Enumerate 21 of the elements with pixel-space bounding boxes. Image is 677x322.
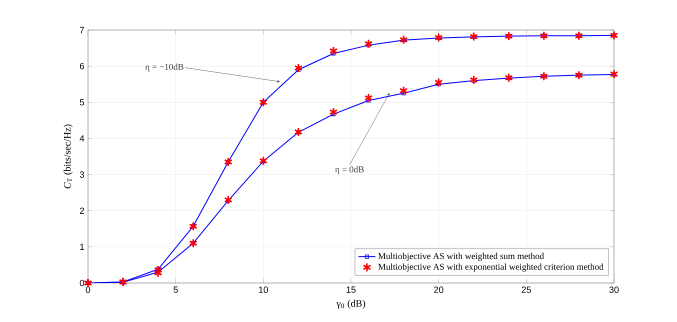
x-axis-title: γ$_{0}$ (dB) bbox=[336, 300, 366, 309]
annotation: η = 0dB bbox=[335, 166, 364, 174]
y-tick-label: 5 bbox=[80, 99, 84, 106]
x-tick-label: 20 bbox=[434, 286, 444, 293]
y-tick-label: 1 bbox=[80, 244, 84, 250]
annotation: η = −10dB bbox=[145, 64, 184, 72]
x-tick-label: 0 bbox=[86, 286, 90, 293]
y-tick-label: 7 bbox=[80, 26, 84, 34]
y-tick-label: 4 bbox=[80, 135, 84, 142]
legend-label: Multiobjective AS with exponential weighted criterion method bbox=[378, 264, 604, 272]
x-tick-label: 30 bbox=[609, 286, 619, 293]
y-tick-label: 6 bbox=[80, 62, 84, 70]
y-tick-label: 2 bbox=[80, 208, 84, 214]
x-tick-label: 5 bbox=[174, 286, 178, 293]
x-tick-label: 25 bbox=[522, 286, 531, 293]
y-tick-label: 0 bbox=[80, 280, 84, 286]
y-axis-title: C$_{T}$ (bits/sec/Hz) bbox=[64, 124, 73, 188]
x-tick-label: 15 bbox=[346, 286, 356, 293]
legend-label: Multiobjective AS with weighted sum method bbox=[378, 252, 544, 261]
x-tick-label: 10 bbox=[259, 286, 268, 293]
y-tick-label: 3 bbox=[80, 171, 84, 178]
